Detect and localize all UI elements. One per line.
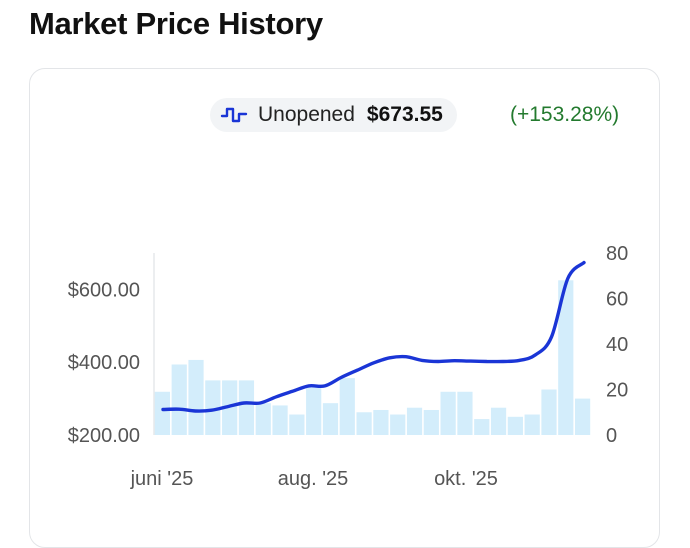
- legend-change: (+153.28%): [510, 103, 620, 126]
- volume-bar: [238, 380, 255, 435]
- volume-bar: [524, 414, 540, 435]
- chart-card: Unopened $673.55 (+153.28%): [29, 68, 660, 548]
- y-right-tick-label: 40: [606, 334, 628, 356]
- volume-bar: [188, 359, 204, 435]
- volume-bar: [541, 389, 557, 435]
- y-left-tick-label: $200.00: [68, 425, 140, 447]
- price-chart[interactable]: $200.00 $400.00 $600.00 0 20 40 60 80 juni '25 au…: [0, 0, 690, 527]
- volume-bar: [558, 280, 574, 435]
- legend-item-unopened[interactable]: Unopened $673.55: [210, 98, 457, 132]
- y-right-tick-label: 60: [606, 289, 628, 311]
- volume-bar: [457, 391, 473, 435]
- volume-bar: [440, 391, 456, 435]
- price-line: [161, 260, 586, 413]
- legend-price: $673.55: [366, 103, 443, 126]
- volume-bar: [423, 409, 439, 435]
- volume-bar: [289, 414, 305, 435]
- volume-bar: [490, 407, 507, 435]
- y-right-tick-label: 20: [606, 380, 628, 402]
- legend-name: Unopened: [258, 103, 355, 126]
- volume-bar: [474, 419, 490, 435]
- volume-bar: [322, 403, 339, 435]
- y-right-tick-label: 80: [606, 243, 628, 265]
- y-left-tick-label: $600.00: [68, 279, 140, 301]
- x-tick-label: juni '25: [130, 468, 194, 490]
- volume-bar: [406, 407, 423, 435]
- volume-bar: [306, 387, 322, 435]
- volume-bar: [205, 380, 221, 435]
- volume-bar: [272, 405, 288, 435]
- y-right-tick-label: 0: [606, 425, 617, 447]
- volume-bar: [574, 398, 591, 435]
- volume-bar: [507, 416, 523, 435]
- x-tick-label: okt. '25: [434, 468, 498, 490]
- volume-bar: [154, 391, 171, 435]
- volume-bar: [171, 364, 187, 435]
- volume-bar: [356, 412, 372, 435]
- volume-bar: [339, 378, 355, 436]
- volume-bar: [255, 403, 271, 435]
- volume-bar: [373, 409, 389, 435]
- x-tick-label: aug. '25: [278, 468, 349, 490]
- volume-bar: [390, 414, 406, 435]
- y-left-tick-label: $400.00: [68, 352, 140, 374]
- page-title: Market Price History: [29, 6, 323, 41]
- step-line-icon: [220, 107, 248, 123]
